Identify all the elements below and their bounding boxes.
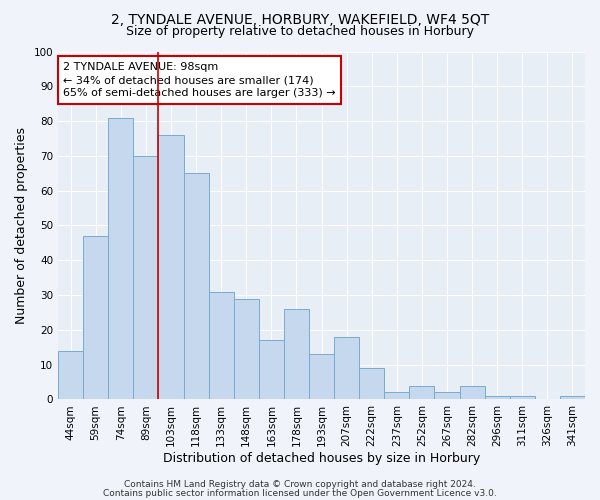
Bar (434, 392, 460, 400)
X-axis label: Distribution of detached houses by size in Horbury: Distribution of detached houses by size … (163, 452, 480, 465)
Bar (309, 354, 334, 400)
Bar (359, 368, 384, 400)
Text: Size of property relative to detached houses in Horbury: Size of property relative to detached ho… (126, 25, 474, 38)
Text: Contains public sector information licensed under the Open Government Licence v3: Contains public sector information licen… (103, 488, 497, 498)
Bar (83, 236, 108, 400)
Bar (108, 118, 133, 400)
Bar (184, 174, 209, 400)
Text: 2 TYNDALE AVENUE: 98sqm
← 34% of detached houses are smaller (174)
65% of semi-d: 2 TYNDALE AVENUE: 98sqm ← 34% of detache… (64, 62, 336, 98)
Bar (209, 292, 233, 400)
Text: 2, TYNDALE AVENUE, HORBURY, WAKEFIELD, WF4 5QT: 2, TYNDALE AVENUE, HORBURY, WAKEFIELD, W… (111, 12, 489, 26)
Bar (334, 337, 359, 400)
Bar (259, 340, 284, 400)
Bar (384, 392, 409, 400)
Bar (133, 156, 158, 400)
Bar (460, 386, 485, 400)
Bar (58, 350, 83, 400)
Bar (409, 386, 434, 400)
Bar (158, 135, 184, 400)
Bar (233, 298, 259, 400)
Bar (560, 396, 585, 400)
Text: Contains HM Land Registry data © Crown copyright and database right 2024.: Contains HM Land Registry data © Crown c… (124, 480, 476, 489)
Y-axis label: Number of detached properties: Number of detached properties (15, 127, 28, 324)
Bar (284, 309, 309, 400)
Bar (485, 396, 510, 400)
Bar (510, 396, 535, 400)
